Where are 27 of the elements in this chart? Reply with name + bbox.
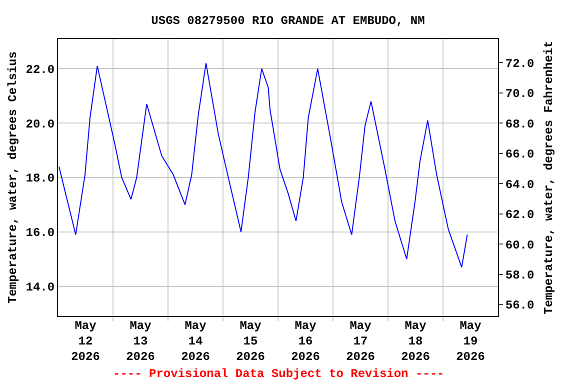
x-tick-label: May 12 2026: [71, 319, 100, 364]
y2-tick-label: 72.0: [505, 56, 534, 71]
y2-tick-label: 60.0: [505, 238, 534, 252]
line-series: [58, 62, 468, 268]
y2-tick-label: 70.0: [505, 87, 534, 102]
chart-title: USGS 08279500 RIO GRANDE AT EMBUDO, NM: [151, 14, 425, 28]
y-axis-title: Temperature, water, degrees Celsius: [6, 51, 20, 304]
y2-tick-label: 58.0: [505, 268, 534, 282]
y2-tick-label: 62.0: [505, 208, 534, 222]
y-tick-label: 16.0: [26, 226, 55, 240]
y2-tick-label: 64.0: [505, 178, 534, 192]
x-tick-label: May 17 2026: [346, 319, 375, 364]
y2-tick-label: 66.0: [505, 148, 534, 162]
y-tick-label: 22.0: [26, 62, 55, 77]
x-tick-label: May 13 2026: [126, 319, 155, 364]
text: ---- Provisional Data Subject to Revision ----: [113, 367, 444, 381]
x-tick-label: May 14 2026: [181, 319, 210, 364]
x-tick-label: May 15 2026: [236, 319, 265, 364]
y-tick-label: 14.0: [26, 280, 55, 295]
y2-tick-label: 68.0: [505, 117, 534, 132]
y-tick-label: 20.0: [26, 117, 55, 132]
y2-tick-label: 56.0: [505, 298, 534, 313]
x-tick-label: May 18 2026: [401, 319, 430, 364]
x-tick-label: May 16 2026: [291, 319, 320, 364]
x-tick-label: May 19 2026: [456, 319, 485, 364]
y2-axis-title: Temperature, water, degrees Fahrenheit: [542, 40, 556, 314]
y-tick-label: 18.0: [26, 172, 55, 186]
